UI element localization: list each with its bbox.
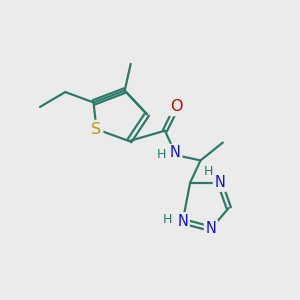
Text: S: S (92, 122, 102, 137)
Text: N: N (214, 175, 225, 190)
Text: N: N (170, 146, 181, 160)
Text: N: N (206, 221, 216, 236)
Text: N: N (177, 214, 188, 229)
Text: H: H (163, 213, 172, 226)
Text: H: H (203, 165, 213, 178)
Text: H: H (156, 148, 166, 161)
Text: O: O (170, 99, 183, 114)
